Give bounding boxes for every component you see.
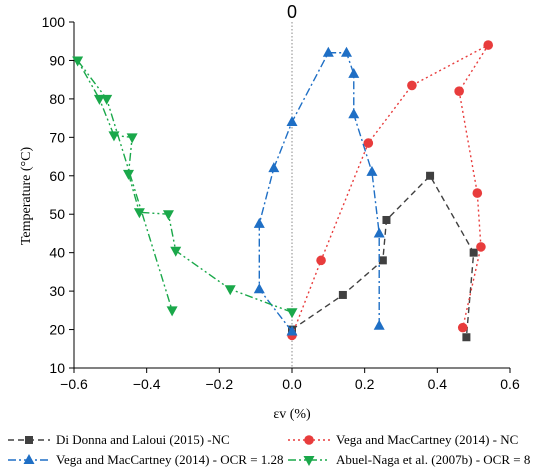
legend-item-1: Di Donna and Laloui (2015) -NC bbox=[8, 432, 230, 447]
marker-triangle-up bbox=[341, 46, 352, 57]
x-tick-label: 0.4 bbox=[428, 376, 448, 392]
marker-triangle-up bbox=[373, 319, 385, 330]
x-tick-label: 0.6 bbox=[500, 376, 520, 392]
marker-triangle-up bbox=[348, 108, 360, 119]
y-tick-label: 20 bbox=[49, 322, 65, 338]
series-2 bbox=[287, 40, 494, 341]
marker-circle bbox=[483, 40, 494, 50]
marker-triangle-down bbox=[123, 169, 134, 180]
marker-triangle-up bbox=[253, 283, 265, 294]
y-tick-label: 60 bbox=[49, 168, 65, 184]
marker-square bbox=[382, 215, 391, 224]
marker-triangle-down bbox=[101, 94, 113, 105]
marker-triangle-up bbox=[322, 46, 334, 57]
marker-triangle-up bbox=[366, 165, 378, 176]
marker-square bbox=[462, 333, 471, 342]
marker-square bbox=[338, 290, 347, 299]
legend-item-3: Vega and MacCartney (2014) - OCR = 1.28 bbox=[8, 452, 284, 467]
series-1 bbox=[288, 171, 478, 342]
x-tick-label: −0.6 bbox=[60, 376, 88, 392]
legend-label: Abuel-Naga et al. (2007b) - OCR = 8 bbox=[336, 452, 530, 467]
marker-square bbox=[469, 248, 478, 257]
marker-triangle-down bbox=[72, 56, 84, 67]
marker-triangle-down bbox=[303, 456, 315, 466]
x-tick-label: −0.2 bbox=[206, 376, 234, 392]
marker-triangle-down bbox=[170, 246, 182, 257]
plot-area: 10 20 30 40 50 60 70 80 90 100 −0.6 −0.4 −0.2 0.0 0.2 0… bbox=[42, 14, 520, 392]
marker-square bbox=[426, 171, 435, 180]
legend-item-4: Abuel-Naga et al. (2007b) - OCR = 8 bbox=[288, 452, 530, 467]
series-3 bbox=[253, 46, 385, 336]
y-tick-label: 70 bbox=[49, 129, 65, 145]
marker-circle bbox=[316, 255, 326, 266]
marker-triangle-down bbox=[224, 285, 236, 296]
marker-triangle-down bbox=[286, 308, 298, 319]
y-tick-label: 40 bbox=[49, 245, 65, 261]
marker-triangle-up bbox=[268, 162, 280, 173]
marker-square bbox=[25, 436, 33, 444]
marker-triangle-down bbox=[108, 131, 120, 142]
marker-circle bbox=[454, 86, 464, 96]
x-tick-label: 0.2 bbox=[355, 376, 375, 392]
marker-triangle-up bbox=[373, 227, 385, 238]
x-tick-label: −0.4 bbox=[133, 376, 161, 392]
x-tick-label: 0.0 bbox=[282, 376, 302, 392]
marker-triangle-up bbox=[23, 454, 35, 464]
y-tick-label: 10 bbox=[49, 360, 65, 376]
marker-triangle-up bbox=[348, 67, 360, 78]
marker-triangle-up bbox=[253, 217, 265, 228]
series-4 bbox=[72, 56, 298, 319]
marker-triangle-down bbox=[93, 94, 105, 105]
marker-circle bbox=[476, 242, 486, 252]
x-axis-title: εv (%) bbox=[273, 407, 311, 422]
legend-label: Di Donna and Laloui (2015) -NC bbox=[56, 432, 230, 447]
legend-label: Vega and MacCartney (2014) - NC bbox=[336, 432, 518, 447]
y-tick-label: 80 bbox=[49, 91, 65, 107]
zero-line-label: 0 bbox=[287, 2, 297, 22]
y-tick-label: 90 bbox=[49, 52, 65, 68]
legend: Di Donna and Laloui (2015) -NC Vega and M… bbox=[8, 432, 530, 467]
marker-triangle-up bbox=[286, 115, 298, 126]
marker-triangle-down bbox=[133, 208, 145, 219]
y-tick-label: 30 bbox=[49, 283, 65, 299]
series-line bbox=[77, 60, 293, 313]
marker-triangle-up bbox=[286, 325, 298, 336]
marker-triangle-down bbox=[166, 306, 178, 317]
y-tick-label: 50 bbox=[49, 206, 65, 222]
y-tick-label: 100 bbox=[42, 14, 66, 30]
y-axis-title: Temperature (°C) bbox=[19, 147, 34, 246]
marker-circle bbox=[363, 138, 374, 148]
marker-circle bbox=[304, 435, 314, 445]
marker-circle bbox=[472, 188, 483, 198]
marker-triangle-down bbox=[162, 210, 174, 221]
marker-triangle-down bbox=[126, 133, 138, 144]
legend-label: Vega and MacCartney (2014) - OCR = 1.28 bbox=[56, 452, 284, 467]
series-line bbox=[258, 52, 380, 332]
marker-circle bbox=[457, 322, 468, 333]
marker-square bbox=[378, 256, 387, 265]
legend-item-2: Vega and MacCartney (2014) - NC bbox=[288, 432, 518, 447]
marker-circle bbox=[407, 80, 417, 91]
